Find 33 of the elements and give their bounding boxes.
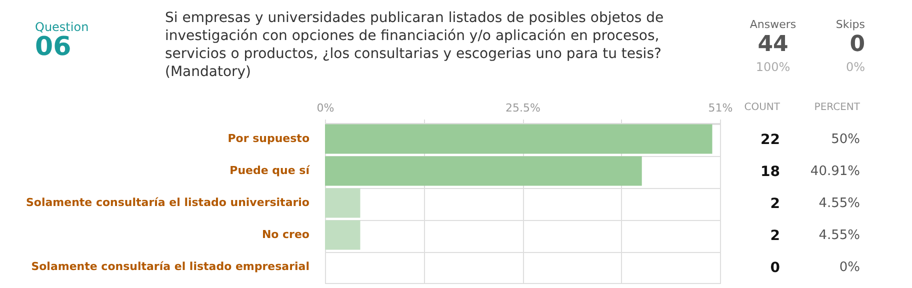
text: Question xyxy=(35,20,89,34)
y-tick-label: Puede que sí xyxy=(230,164,311,177)
text: 06 xyxy=(35,32,72,62)
data-label: 4.55% xyxy=(818,196,860,211)
text: 22 xyxy=(760,132,780,148)
bar xyxy=(325,220,360,250)
data-label: 40.91% xyxy=(810,164,860,179)
bar xyxy=(325,188,360,218)
y-tick-label: Por supuesto xyxy=(228,132,310,145)
text: COUNT xyxy=(744,102,781,113)
text: 2 xyxy=(770,228,780,244)
text: 18 xyxy=(760,164,780,180)
text: PERCENT xyxy=(814,102,861,113)
y-tick-label: No creo xyxy=(262,228,310,241)
data-label: 50% xyxy=(831,132,860,147)
text: 0 xyxy=(770,260,780,276)
text: 100% xyxy=(756,60,790,74)
x-tick-label: 51% xyxy=(708,102,733,114)
data-label: 0% xyxy=(839,260,860,275)
text: 0 xyxy=(850,32,865,57)
data-label: 4.55% xyxy=(818,228,860,243)
bar xyxy=(325,156,642,186)
text: Skips xyxy=(836,18,866,31)
text: 0% xyxy=(846,60,865,74)
x-tick-label: 25.5% xyxy=(506,102,540,114)
x-tick-label: 0% xyxy=(316,102,334,114)
text: 44 xyxy=(758,32,788,57)
bar xyxy=(325,124,712,154)
text: Answers xyxy=(750,18,796,31)
text: 2 xyxy=(770,196,780,212)
y-tick-label: Solamente consultaría el listado empresarial xyxy=(31,260,310,273)
chart-title: Si empresas y universidades publicaran listados de posibles objetos de investigación con opciones de financiación y/o aplicación en procesos, servicios o productos, ¿los consultarias y escogerias uno para tu tesis? (Mandatory) xyxy=(165,10,664,80)
y-tick-label: Solamente consultaría el listado universitario xyxy=(26,196,310,209)
